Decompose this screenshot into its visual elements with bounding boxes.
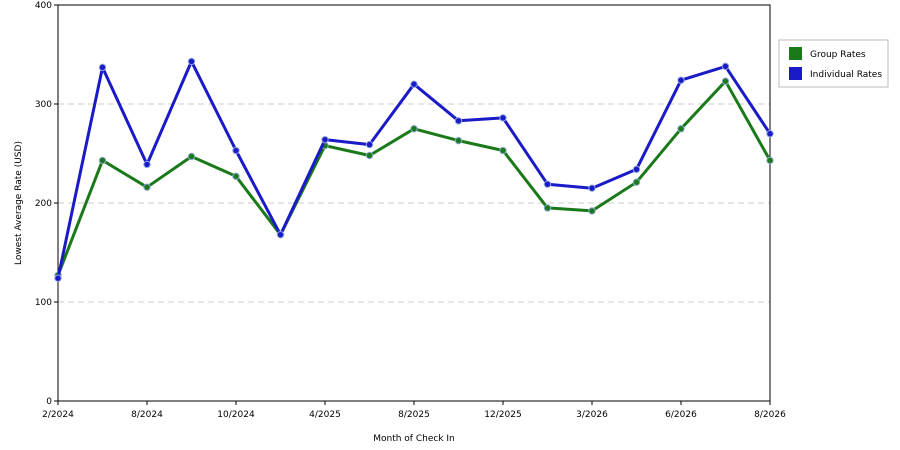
data-point — [98, 63, 107, 72]
data-point — [232, 146, 240, 155]
legend-swatch — [789, 47, 802, 60]
x-tick-label: 2/2024 — [42, 410, 74, 420]
data-point — [276, 230, 285, 239]
data-point — [721, 77, 730, 85]
data-point — [766, 130, 774, 138]
x-tick-label: 8/2024 — [131, 410, 163, 420]
data-point — [721, 62, 730, 71]
series-line — [56, 79, 772, 276]
data-point — [232, 172, 240, 180]
data-point — [187, 57, 196, 66]
legend: Group Rates Individual Rates — [778, 39, 889, 88]
y-tick-label: 300 — [35, 100, 52, 110]
grid-lines — [58, 103, 770, 303]
data-point — [499, 146, 507, 155]
data-point — [632, 178, 641, 186]
y-tick-label: 200 — [35, 199, 52, 209]
x-tick-label: 4/2025 — [309, 410, 341, 420]
y-axis-ticks: 0 100 200 300 400 — [35, 1, 58, 407]
data-point — [677, 125, 685, 133]
data-point — [632, 165, 641, 174]
data-point — [143, 160, 151, 169]
data-point — [54, 274, 62, 282]
data-point — [410, 80, 418, 88]
data-point — [365, 140, 374, 149]
data-point — [98, 156, 107, 165]
legend-label: Individual Rates — [810, 70, 882, 80]
legend-label: Group Rates — [810, 50, 866, 60]
data-point — [410, 125, 418, 133]
data-point — [588, 207, 596, 215]
data-point — [543, 204, 552, 212]
data-point — [588, 184, 596, 192]
x-tick-label: 3/2026 — [576, 410, 608, 420]
data-point — [143, 183, 151, 191]
series-lines — [54, 57, 774, 282]
x-tick-label: 8/2025 — [398, 410, 430, 420]
data-point — [677, 76, 685, 84]
data-point — [543, 180, 552, 188]
y-tick-label: 400 — [35, 1, 52, 11]
x-tick-label: 8/2026 — [754, 410, 786, 420]
x-tick-label: 10/2024 — [217, 410, 255, 420]
y-tick-label: 0 — [46, 397, 52, 407]
data-point — [766, 156, 774, 165]
y-tick-label: 100 — [35, 298, 52, 308]
series-line — [56, 59, 772, 279]
data-point — [365, 151, 374, 160]
y-axis-title: Lowest Average Rate (USD) — [14, 141, 24, 265]
data-point — [187, 152, 196, 161]
legend-swatch — [789, 67, 802, 80]
series-individual-rates — [54, 57, 774, 282]
x-tick-label: 12/2025 — [484, 410, 521, 420]
x-axis-ticks: 2/2024 8/2024 10/2024 4/2025 8/2025 12/2025 3/… — [42, 401, 786, 420]
x-axis-title: Month of Check In — [373, 434, 455, 444]
data-point — [454, 136, 463, 145]
data-point — [321, 135, 329, 144]
data-point — [454, 117, 463, 125]
data-point — [499, 114, 507, 122]
x-tick-label: 6/2026 — [665, 410, 697, 420]
